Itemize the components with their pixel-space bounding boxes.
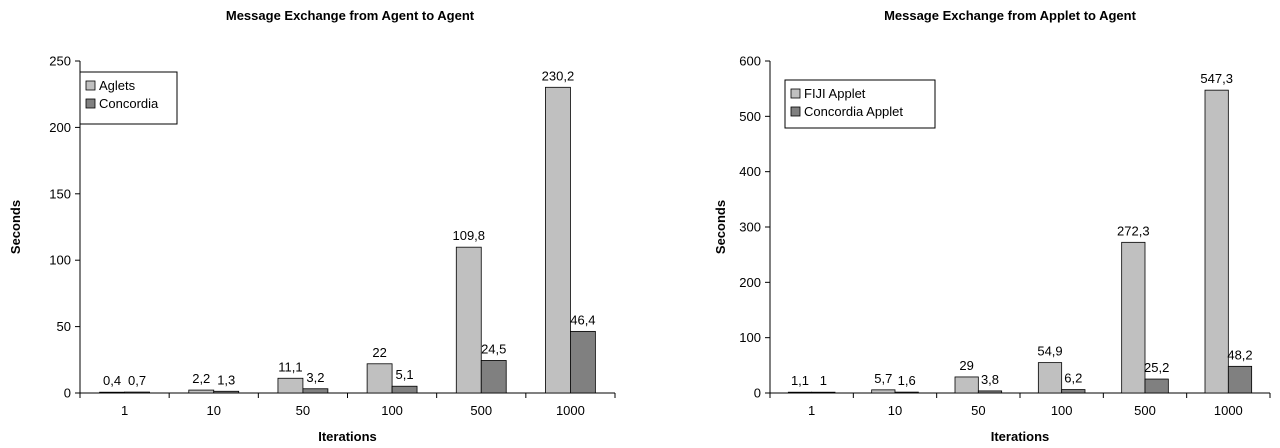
data-label: 1 <box>820 373 827 388</box>
data-label: 1,6 <box>898 373 916 388</box>
y-tick-label: 150 <box>49 186 71 201</box>
bar-series-1 <box>366 363 393 394</box>
data-label: 6,2 <box>1064 371 1082 386</box>
data-label: 272,3 <box>1117 223 1150 238</box>
chart-applet-to-agent: Message Exchange from Applet to Agent 0 10… <box>713 8 1271 444</box>
bar-series-2 <box>391 385 418 394</box>
data-label: 547,3 <box>1200 71 1233 86</box>
data-label: 5,7 <box>874 371 892 386</box>
chart-agent-to-agent: Message Exchange from Agent to Agent 0 50 1… <box>8 8 616 444</box>
y-tick-label: 300 <box>739 220 761 235</box>
y-tick-label: 0 <box>64 386 71 401</box>
data-label: 22 <box>372 345 386 360</box>
bar-series-2 <box>570 330 596 394</box>
y-tick-label: 0 <box>754 386 761 401</box>
data-label: 0,4 <box>103 373 121 388</box>
legend-swatch <box>790 106 801 117</box>
chart-title: Message Exchange from Applet to Agent <box>884 8 1137 23</box>
data-label: 5,1 <box>396 367 414 382</box>
x-tick-label: 1000 <box>1214 403 1243 418</box>
legend-box <box>784 79 936 129</box>
bar-series-1 <box>1204 89 1229 394</box>
y-tick-label: 200 <box>49 120 71 135</box>
x-tick-label: 50 <box>296 403 310 418</box>
bar-series-1 <box>1037 362 1063 394</box>
data-label: 29 <box>959 358 973 373</box>
y-tick-label: 250 <box>49 54 71 69</box>
y-tick-label: 50 <box>57 319 71 334</box>
x-tick-label: 500 <box>470 403 492 418</box>
legend-swatch <box>85 80 96 91</box>
data-label: 109,8 <box>452 228 485 243</box>
data-label: 54,9 <box>1037 344 1062 359</box>
bar-series-1 <box>188 389 215 394</box>
y-axis-label: Seconds <box>8 200 23 254</box>
x-tick-label: 100 <box>381 403 403 418</box>
x-tick-label: 10 <box>207 403 221 418</box>
legend: FIJI Applet Concordia Applet <box>784 79 936 129</box>
y-tick-label: 600 <box>739 54 761 69</box>
bar-series-2 <box>977 390 1003 394</box>
y-tick-label: 400 <box>739 164 761 179</box>
legend-label: Concordia <box>99 96 159 111</box>
data-label: 25,2 <box>1144 360 1169 375</box>
x-tick-label: 50 <box>971 403 985 418</box>
bar-series-2 <box>213 390 240 394</box>
data-label: 3,8 <box>981 372 999 387</box>
y-axis-label: Seconds <box>713 200 728 254</box>
bar-series-2 <box>1227 365 1253 394</box>
bar-series-2 <box>1144 378 1169 394</box>
legend-label: Aglets <box>99 78 136 93</box>
bar-series-1 <box>954 376 979 394</box>
data-label: 48,2 <box>1227 347 1252 362</box>
legend-box <box>79 71 178 125</box>
x-tick-label: 10 <box>888 403 902 418</box>
legend-swatch <box>85 98 96 109</box>
legend-swatch <box>790 88 801 99</box>
data-label: 3,2 <box>306 370 324 385</box>
bar-series-1 <box>787 391 813 394</box>
x-tick-label: 100 <box>1051 403 1073 418</box>
legend-label: FIJI Applet <box>804 86 866 101</box>
y-tick-label: 100 <box>49 253 71 268</box>
y-tick-label: 500 <box>739 109 761 124</box>
bar-series-2 <box>1061 389 1086 394</box>
y-tick-label: 100 <box>739 330 761 345</box>
x-tick-label: 500 <box>1134 403 1156 418</box>
bar-series-1 <box>99 391 125 394</box>
data-label: 230,2 <box>542 68 575 83</box>
bar-series-1 <box>455 246 482 394</box>
data-label: 1,1 <box>791 373 809 388</box>
bar-series-2 <box>811 391 836 394</box>
data-label: 24,5 <box>481 341 506 356</box>
x-tick-label: 1000 <box>556 403 585 418</box>
bar-series-2 <box>894 391 919 394</box>
x-axis-label: Iterations <box>318 429 377 444</box>
chart-title: Message Exchange from Agent to Agent <box>226 8 475 23</box>
bar-series-1 <box>871 389 896 394</box>
bar-series-2 <box>480 360 507 394</box>
bar-series-1 <box>545 86 571 394</box>
data-label: 1,3 <box>217 372 235 387</box>
data-label: 2,2 <box>192 371 210 386</box>
legend: Aglets Concordia <box>79 71 178 125</box>
bar-series-1 <box>1121 241 1146 394</box>
data-label: 11,1 <box>278 359 302 374</box>
bar-series-1 <box>277 377 304 394</box>
x-tick-label: 1 <box>808 403 815 418</box>
bar-series-2 <box>124 391 150 394</box>
data-label: 0,7 <box>128 373 146 388</box>
legend-label: Concordia Applet <box>804 104 903 119</box>
y-tick-label: 200 <box>739 275 761 290</box>
x-tick-label: 1 <box>121 403 128 418</box>
data-label: 46,4 <box>570 312 595 327</box>
x-axis-label: Iterations <box>991 429 1050 444</box>
bar-series-2 <box>302 388 329 394</box>
